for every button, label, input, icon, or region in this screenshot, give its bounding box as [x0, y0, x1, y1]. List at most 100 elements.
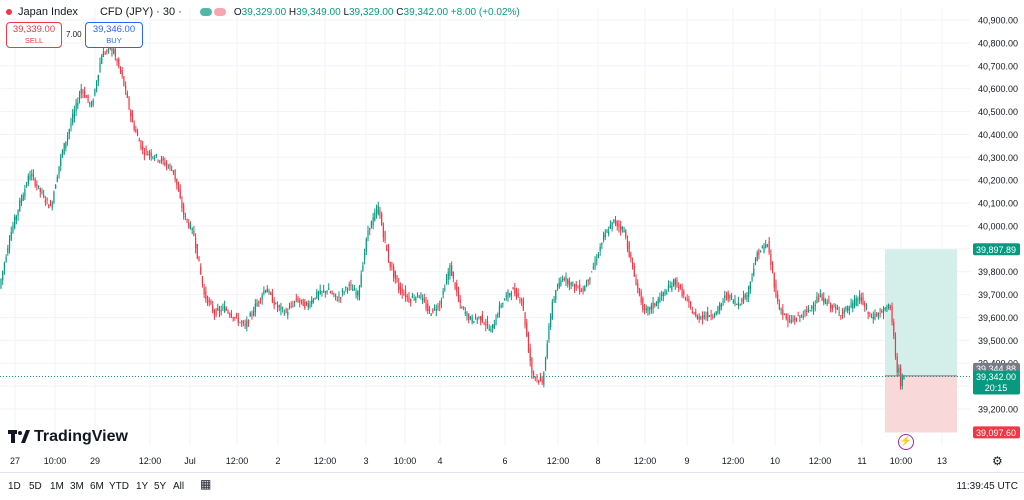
- x-tick-label: 12:00: [722, 456, 745, 466]
- candle-body: [285, 309, 287, 313]
- range-ytd[interactable]: YTD: [109, 481, 129, 492]
- candle-body: [865, 307, 868, 309]
- candle-body: [650, 305, 652, 310]
- candle-body: [61, 150, 64, 156]
- candle-body: [640, 291, 642, 303]
- candle-body: [473, 321, 475, 323]
- candle-body: [765, 244, 767, 249]
- candle-body: [36, 184, 38, 187]
- candle-body: [230, 313, 233, 318]
- candle-body: [55, 184, 57, 189]
- candle-body: [550, 316, 552, 328]
- candle-body: [654, 303, 656, 306]
- candle-body: [99, 62, 101, 73]
- x-tick-label: 2: [275, 456, 280, 466]
- candle-body: [476, 318, 478, 321]
- x-tick-label: 10:00: [394, 456, 417, 466]
- y-tick-label: 40,300.00: [978, 153, 1018, 163]
- price-chart[interactable]: 40,900.00 40,800.00 40,700.00 40,600.00 40,5…: [0, 0, 1024, 472]
- x-tick-label: 12:00: [809, 456, 832, 466]
- range-5y[interactable]: 5Y: [154, 481, 167, 492]
- candle-body: [104, 52, 106, 54]
- candle-body: [534, 377, 536, 379]
- lightning-icon[interactable]: ⚡: [898, 434, 914, 450]
- candle-body: [836, 308, 839, 310]
- date-range-calendar-icon[interactable]: ▦: [200, 477, 212, 491]
- candle-body: [97, 75, 99, 82]
- loss-zone: [885, 375, 957, 433]
- candle-body: [408, 297, 410, 302]
- candle-body: [116, 58, 118, 62]
- bar-countdown-label: 20:15: [985, 383, 1008, 393]
- range-6m[interactable]: 6M: [90, 481, 104, 492]
- candle-body: [445, 279, 448, 284]
- candle-body: [562, 279, 564, 281]
- candle-body: [847, 306, 849, 311]
- candle-body: [563, 278, 565, 281]
- candle-body: [222, 307, 224, 309]
- candle-body: [558, 282, 560, 288]
- candle-body: [20, 198, 23, 203]
- candle-body: [0, 278, 2, 288]
- candle-body: [608, 231, 610, 235]
- candle-body: [638, 287, 641, 295]
- candle-body: [353, 288, 355, 291]
- candle-body: [148, 151, 151, 155]
- candle-body: [32, 173, 35, 177]
- candle-body: [131, 113, 134, 123]
- candle-body: [416, 292, 419, 297]
- candle-body: [451, 265, 453, 276]
- market-status-icon: [6, 9, 12, 15]
- candle-body: [843, 310, 845, 314]
- candle-body: [159, 160, 161, 162]
- candle-body: [536, 377, 538, 379]
- sell-button[interactable]: 39,339.00 SELL: [6, 22, 62, 48]
- candle-body: [882, 307, 885, 315]
- candle-body: [717, 306, 719, 313]
- x-tick-label: 3: [363, 456, 368, 466]
- candle-body: [819, 294, 821, 298]
- candle-body: [210, 300, 212, 305]
- candle-body: [826, 302, 828, 305]
- candle-body: [799, 315, 801, 318]
- candle-body: [109, 47, 111, 50]
- candle-body: [739, 304, 741, 306]
- buy-button[interactable]: 39,346.00 BUY: [85, 22, 143, 48]
- range-3m[interactable]: 3M: [70, 481, 84, 492]
- settings-gear-icon[interactable]: ⚙: [992, 454, 1003, 468]
- candle-body: [143, 152, 145, 155]
- symbol-name[interactable]: Japan Index: [18, 6, 78, 18]
- candle-body: [234, 317, 236, 319]
- candle-body: [770, 253, 772, 266]
- candle-body: [10, 232, 12, 240]
- candle-body: [350, 284, 352, 286]
- tradingview-logo[interactable]: TradingView: [8, 428, 128, 446]
- visibility-toggle-icon[interactable]: [199, 8, 212, 16]
- range-1m[interactable]: 1M: [50, 481, 64, 492]
- candle-body: [835, 306, 837, 309]
- candle-body: [311, 300, 313, 304]
- candle-body: [693, 312, 695, 315]
- candle-body: [672, 279, 675, 287]
- range-all[interactable]: All: [173, 481, 185, 492]
- candle-body: [101, 56, 103, 64]
- candle-body: [614, 219, 617, 224]
- candle-body: [218, 309, 221, 313]
- utc-clock[interactable]: 11:39:45 UTC: [956, 481, 1018, 492]
- compare-icon[interactable]: [213, 8, 226, 16]
- interval-label[interactable]: · 30 ·: [156, 6, 182, 18]
- candle-body: [724, 295, 726, 299]
- candle-body: [889, 307, 891, 309]
- candle-body: [437, 305, 439, 309]
- candle-body: [596, 259, 598, 261]
- candle-body: [783, 313, 786, 315]
- candle-body: [790, 320, 792, 323]
- candle-body: [410, 299, 412, 302]
- target-price-label: 39,897.89: [976, 245, 1016, 255]
- candle-body: [481, 314, 483, 323]
- candle-body: [754, 257, 757, 264]
- candle-body: [756, 252, 758, 261]
- range-1y[interactable]: 1Y: [136, 481, 149, 492]
- range-5d[interactable]: 5D: [29, 481, 42, 492]
- range-1d[interactable]: 1D: [8, 481, 21, 492]
